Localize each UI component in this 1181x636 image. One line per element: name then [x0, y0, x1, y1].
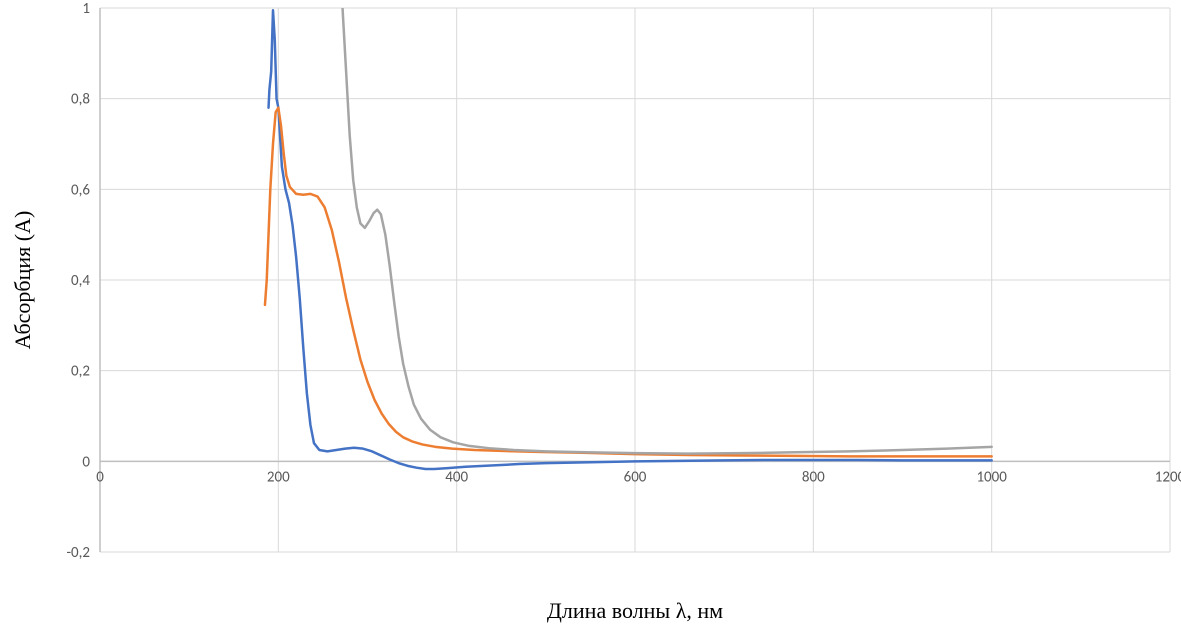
x-tick-label: 600	[624, 468, 647, 486]
y-tick-label: 1	[82, 0, 90, 18]
y-tick-label: -0,2	[66, 544, 90, 562]
y-tick-label: 0,2	[71, 363, 90, 381]
x-tick-label: 0	[96, 468, 104, 486]
x-tick-label: 1000	[976, 468, 1007, 486]
spectrum-chart: 0 200 400 600 800 1000 1200 -0,2 0 0,2 0,4 0,6 0,8 1 Д…	[0, 0, 1181, 636]
chart-container: { "chart": { "type": "line", "width": 11…	[0, 0, 1181, 636]
x-tick-label: 1200	[1155, 468, 1181, 486]
x-tick-label: 200	[267, 468, 290, 486]
y-axis-title: Абсорбция (А)	[10, 211, 35, 350]
y-tick-label: 0,6	[71, 181, 90, 199]
y-tick-label: 0,8	[71, 91, 90, 109]
y-tick-label: 0,4	[71, 272, 90, 290]
x-axis-title: Длина волны λ, нм	[547, 598, 723, 623]
y-tick-label: 0	[82, 453, 90, 471]
x-tick-label: 400	[445, 468, 468, 486]
x-tick-label: 800	[802, 468, 825, 486]
